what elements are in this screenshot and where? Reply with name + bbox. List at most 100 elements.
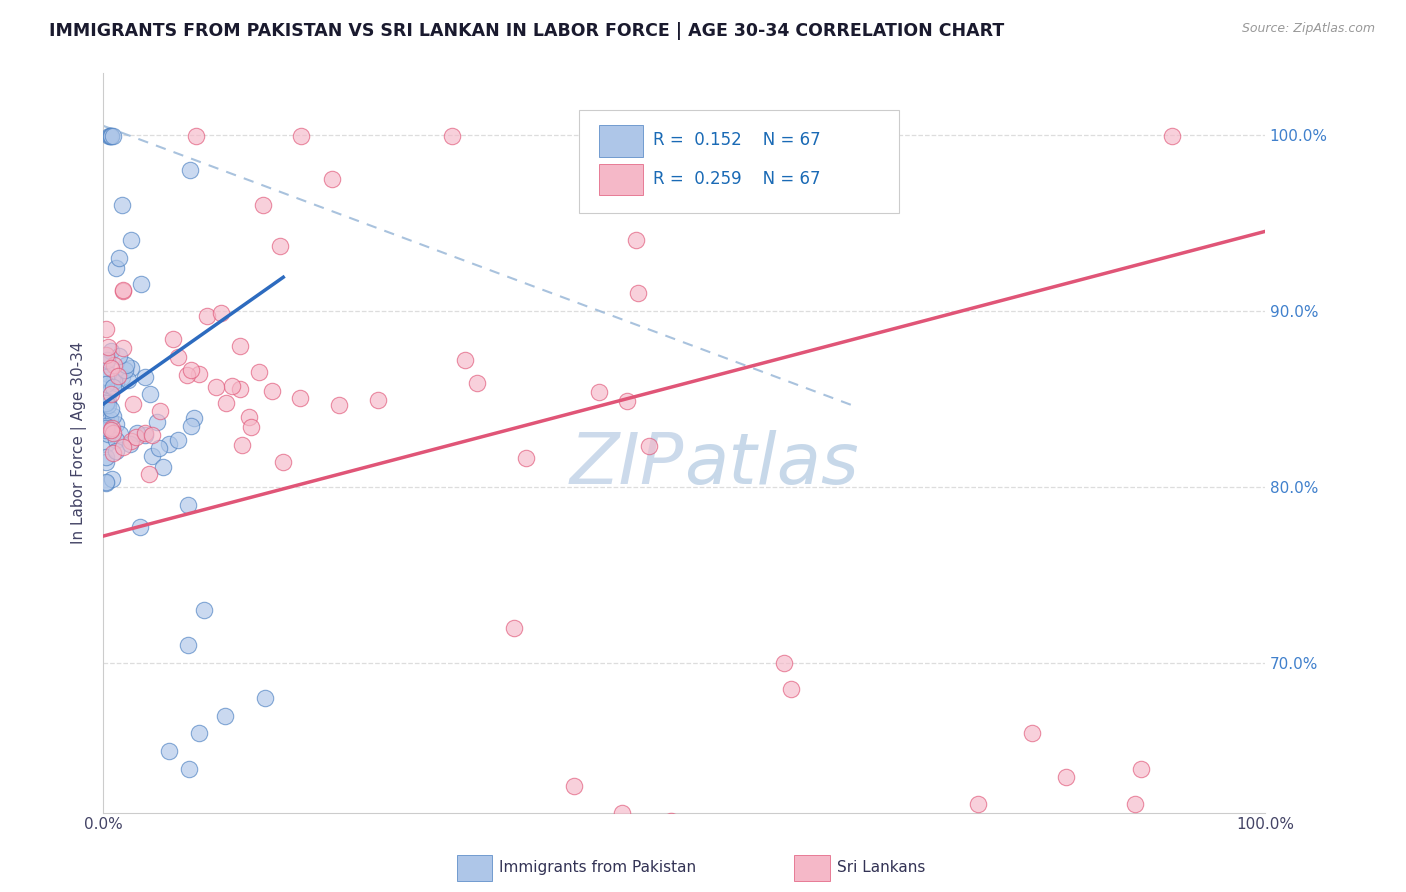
Point bbox=[1161, 129, 1184, 144]
Point bbox=[96, 369, 118, 384]
Point bbox=[254, 691, 277, 706]
Point bbox=[179, 162, 201, 177]
Point bbox=[141, 428, 163, 442]
Point bbox=[269, 239, 291, 253]
Point bbox=[134, 428, 156, 442]
Text: Sri Lankans: Sri Lankans bbox=[837, 861, 925, 875]
Point bbox=[97, 398, 120, 412]
Point bbox=[209, 306, 232, 320]
Point bbox=[1130, 818, 1153, 832]
Point bbox=[97, 394, 120, 409]
Point bbox=[97, 339, 120, 353]
Point bbox=[94, 437, 117, 451]
Point bbox=[167, 433, 190, 447]
Text: atlas: atlas bbox=[685, 431, 859, 500]
Text: ZIP: ZIP bbox=[569, 431, 685, 500]
Point bbox=[141, 449, 163, 463]
FancyBboxPatch shape bbox=[599, 126, 644, 157]
Point bbox=[100, 129, 122, 144]
Point bbox=[180, 419, 202, 434]
Point bbox=[96, 353, 118, 368]
Point bbox=[120, 233, 142, 247]
FancyBboxPatch shape bbox=[599, 164, 644, 195]
Point bbox=[103, 358, 125, 372]
Point bbox=[100, 387, 122, 401]
Point bbox=[193, 603, 215, 617]
Point bbox=[262, 384, 284, 398]
Point bbox=[94, 348, 117, 362]
Point bbox=[129, 520, 152, 534]
Point bbox=[247, 365, 270, 379]
Point bbox=[100, 420, 122, 434]
Point bbox=[610, 805, 633, 820]
Point bbox=[176, 638, 198, 652]
Point bbox=[967, 797, 990, 811]
Point bbox=[94, 420, 117, 434]
Point bbox=[638, 440, 661, 454]
Point bbox=[98, 129, 121, 144]
Point bbox=[101, 129, 124, 144]
Point bbox=[94, 418, 117, 433]
Point bbox=[240, 420, 263, 434]
Point bbox=[94, 455, 117, 469]
Point bbox=[125, 425, 148, 440]
Point bbox=[766, 129, 789, 144]
Point bbox=[148, 441, 170, 455]
Point bbox=[98, 129, 121, 144]
Point bbox=[943, 823, 966, 838]
Point bbox=[177, 762, 200, 776]
Point bbox=[271, 455, 294, 469]
Point bbox=[183, 411, 205, 425]
Point bbox=[94, 412, 117, 426]
Point bbox=[221, 379, 243, 393]
Point bbox=[100, 472, 122, 486]
Point bbox=[616, 393, 638, 408]
Point bbox=[94, 376, 117, 391]
Point bbox=[94, 475, 117, 490]
Point bbox=[111, 440, 134, 454]
Point bbox=[110, 427, 132, 442]
Point bbox=[121, 397, 143, 411]
Point bbox=[107, 369, 129, 384]
Point bbox=[120, 360, 142, 375]
Point bbox=[98, 384, 121, 398]
Point bbox=[588, 384, 610, 399]
Y-axis label: In Labor Force | Age 30-34: In Labor Force | Age 30-34 bbox=[72, 342, 87, 544]
Point bbox=[188, 726, 211, 740]
Point bbox=[108, 349, 131, 363]
Point bbox=[94, 450, 117, 464]
FancyBboxPatch shape bbox=[579, 110, 898, 213]
Point bbox=[110, 370, 132, 384]
Point bbox=[104, 376, 127, 390]
Point bbox=[94, 395, 117, 409]
Point bbox=[228, 339, 250, 353]
Point bbox=[440, 129, 463, 144]
Point bbox=[94, 418, 117, 433]
Point bbox=[1123, 797, 1146, 811]
Point bbox=[205, 380, 228, 394]
Point bbox=[97, 367, 120, 381]
Point bbox=[94, 423, 117, 437]
Point bbox=[238, 410, 260, 425]
Point bbox=[101, 426, 124, 441]
Point bbox=[367, 392, 389, 407]
Point bbox=[780, 682, 803, 697]
Point bbox=[502, 621, 524, 635]
Point bbox=[134, 425, 156, 440]
Point bbox=[96, 396, 118, 410]
Point bbox=[167, 350, 190, 364]
Point bbox=[103, 409, 125, 423]
Point bbox=[100, 361, 122, 376]
Point bbox=[105, 417, 128, 432]
Point bbox=[162, 332, 184, 346]
Point bbox=[100, 343, 122, 358]
Point bbox=[157, 437, 180, 451]
Text: R =  0.259    N = 67: R = 0.259 N = 67 bbox=[652, 169, 820, 187]
Point bbox=[328, 398, 350, 412]
Point bbox=[659, 814, 682, 829]
Point bbox=[176, 498, 198, 512]
Point bbox=[115, 359, 138, 373]
Text: Immigrants from Pakistan: Immigrants from Pakistan bbox=[499, 861, 696, 875]
Point bbox=[195, 309, 218, 323]
Point bbox=[321, 171, 343, 186]
